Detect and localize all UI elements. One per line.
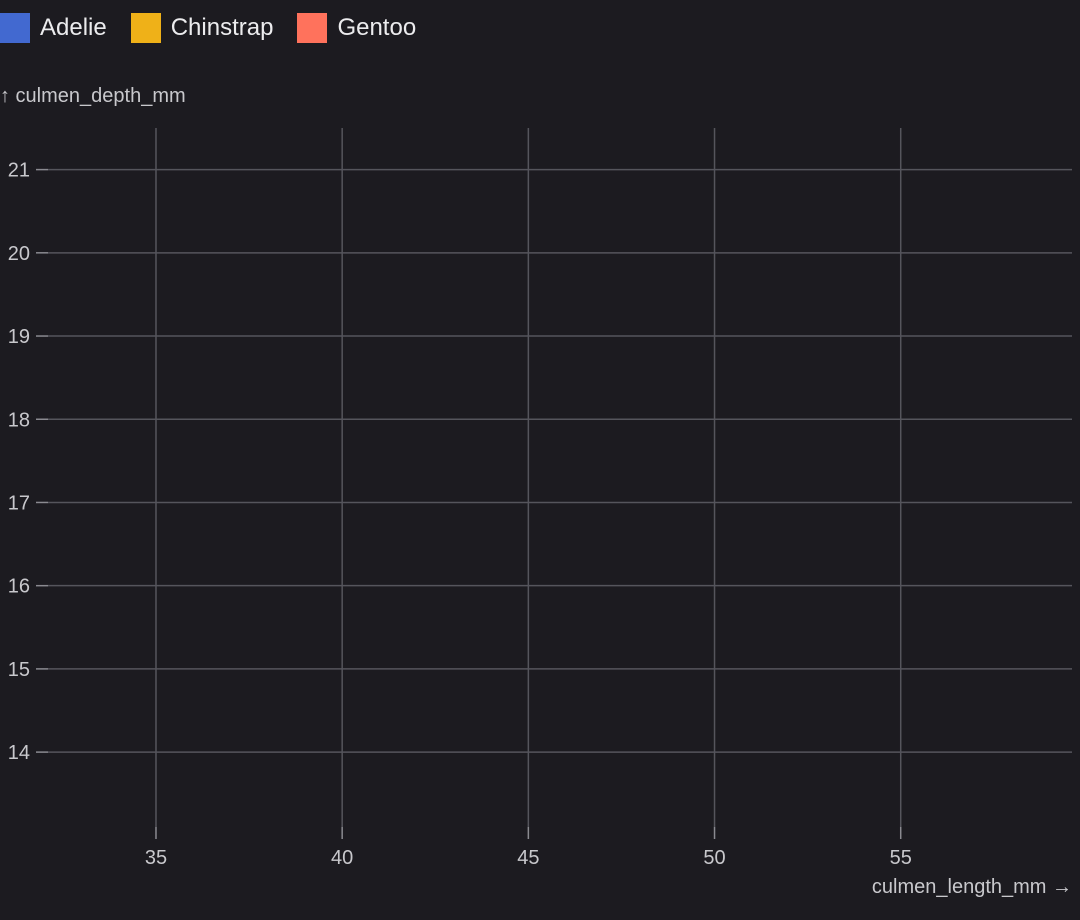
y-tick-label: 19 bbox=[8, 326, 30, 348]
y-axis-label: ↑ culmen_depth_mm bbox=[0, 85, 186, 107]
legend-item-gentoo: Gentoo bbox=[297, 13, 416, 43]
legend-label-adelie: Adelie bbox=[40, 14, 107, 41]
y-tick-label: 14 bbox=[8, 742, 30, 764]
legend-swatch-chinstrap bbox=[130, 13, 161, 43]
x-axis: 35 40 45 50 55 bbox=[145, 827, 912, 869]
y-tick-label: 21 bbox=[8, 160, 30, 182]
legend-swatch-gentoo bbox=[297, 13, 328, 43]
y-axis: 14 15 16 17 18 19 20 21 bbox=[8, 160, 48, 764]
y-tick-label: 17 bbox=[8, 492, 30, 514]
legend-item-adelie: Adelie bbox=[0, 13, 107, 43]
y-gridlines bbox=[48, 168, 1072, 753]
y-tick-label: 16 bbox=[8, 576, 30, 598]
y-tick-label: 20 bbox=[8, 243, 30, 265]
legend-label-chinstrap: Chinstrap bbox=[170, 14, 274, 41]
x-tick-label: 35 bbox=[145, 847, 167, 869]
legend-item-chinstrap: Chinstrap bbox=[130, 13, 274, 43]
x-gridlines bbox=[155, 128, 902, 827]
y-tick-label: 18 bbox=[8, 409, 30, 431]
x-axis-label: culmen_length_mm → bbox=[872, 876, 1072, 898]
x-tick-label: 45 bbox=[517, 847, 539, 869]
legend-label-gentoo: Gentoo bbox=[337, 14, 417, 41]
x-tick-label: 55 bbox=[890, 847, 912, 869]
x-tick-label: 40 bbox=[331, 847, 353, 869]
y-tick-label: 15 bbox=[8, 659, 30, 681]
x-tick-label: 50 bbox=[703, 847, 725, 869]
chart-legend: Adelie Chinstrap Gentoo bbox=[0, 12, 440, 44]
legend-swatch-adelie bbox=[0, 13, 30, 43]
